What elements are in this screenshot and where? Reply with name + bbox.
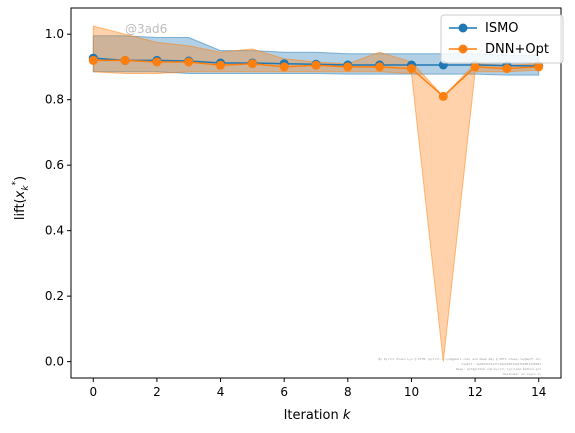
y-axis-ticks: 0.0 0.2 0.4 0.6 0.8 1.0 [45, 27, 71, 369]
credit-line-3: Repo: git@github.com:kyrill.lyo/ismo-met… [456, 367, 541, 371]
x-tick-label-14: 14 [531, 385, 546, 399]
point-dnn-opt-4 [216, 60, 225, 70]
y-tick-label-1: 1.0 [45, 27, 64, 41]
point-dnn-opt-5 [247, 59, 257, 69]
plot-frame [70, 7, 562, 379]
x-axis-label: Iteration k [284, 408, 351, 423]
legend-marker-ismo [458, 23, 468, 33]
series-points [88, 53, 544, 101]
point-dnn-opt-7 [311, 60, 321, 70]
point-dnn-opt-3 [184, 57, 194, 67]
x-axis-ticks: 0 2 4 6 8 10 12 14 [89, 378, 546, 399]
point-dnn-opt-2 [152, 57, 162, 67]
point-dnn-opt-9 [375, 62, 385, 72]
point-dnn-opt-1 [120, 55, 130, 65]
x-tick-label-8: 8 [344, 385, 352, 399]
credit-line-2: Commit: 3ad6d3313e3fce92e35813e9fe88513d… [462, 362, 542, 366]
point-dnn-opt-6 [279, 62, 289, 72]
point-dnn-opt-0 [88, 55, 98, 65]
point-dnn-opt-12 [470, 62, 480, 72]
legend-marker-dnn-opt [458, 44, 468, 54]
point-dnn-opt-14 [534, 62, 544, 72]
confidence-bands [92, 25, 540, 362]
legend-label-ismo: ISMO [485, 21, 519, 36]
legend: ISMO DNN+Opt [440, 14, 564, 64]
point-dnn-opt-10 [407, 64, 416, 74]
x-tick-label-6: 6 [280, 385, 288, 399]
credit-line-1: By Kyrill Olsen Lyo @ ETHZ (kyrill.o.lyo… [378, 357, 541, 361]
y-tick-label-0.4: 0.4 [45, 224, 64, 238]
watermark-text: @3ad6 [125, 22, 167, 36]
legend-box [440, 14, 564, 64]
x-tick-label-2: 2 [153, 385, 161, 399]
legend-label-dnn-opt: DNN+Opt [485, 42, 549, 57]
credit-text: By Kyrill Olsen Lyo @ ETHZ (kyrill.o.lyo… [378, 357, 541, 376]
y-tick-label-0: 0.0 [45, 355, 64, 369]
x-tick-label-0: 0 [89, 385, 97, 399]
y-tick-label-0.8: 0.8 [45, 93, 64, 107]
x-tick-label-10: 10 [404, 385, 419, 399]
y-tick-label-0.6: 0.6 [45, 158, 64, 172]
y-tick-label-0.2: 0.2 [45, 289, 64, 303]
point-dnn-opt-11 [438, 91, 448, 101]
y-axis-label: lift(xk*) [11, 176, 31, 220]
band-dnn-opt [92, 25, 540, 362]
credit-line-4: Hostname: ss-login.ll [503, 372, 541, 376]
point-dnn-opt-8 [343, 62, 353, 72]
x-tick-label-12: 12 [467, 385, 482, 399]
point-dnn-opt-13 [502, 64, 512, 74]
x-tick-label-4: 4 [217, 385, 225, 399]
